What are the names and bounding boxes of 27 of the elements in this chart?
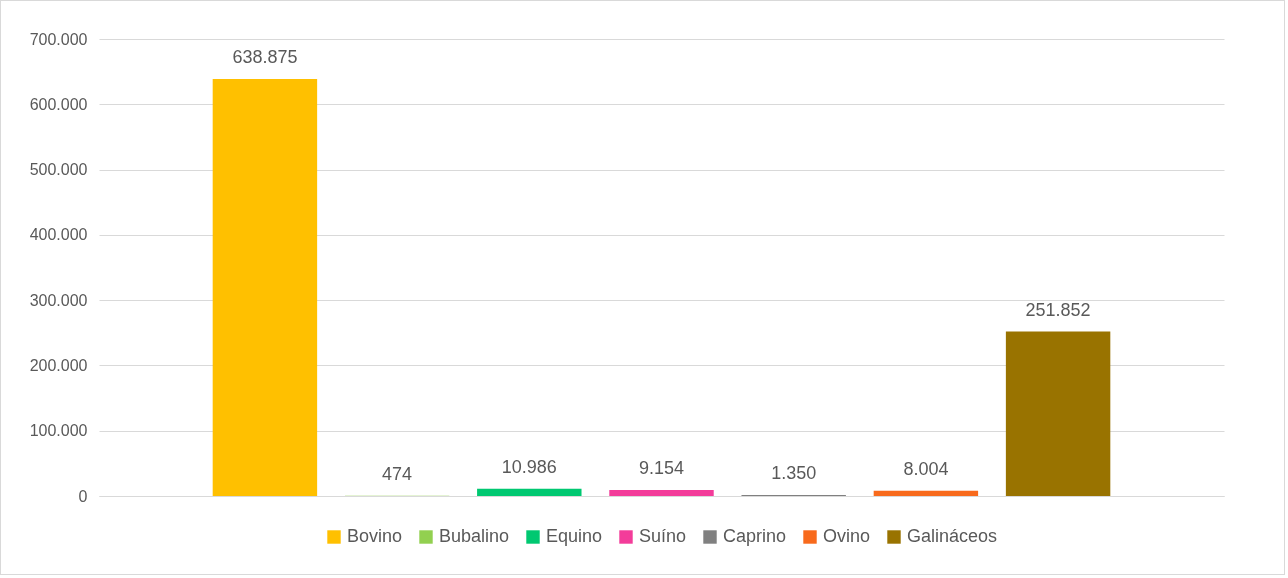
- y-tick-label: 700.000: [29, 30, 88, 48]
- legend-label: Caprino: [723, 526, 787, 546]
- data-label: 474: [382, 463, 413, 484]
- y-tick-label: 200.000: [29, 356, 88, 374]
- bar: [609, 490, 714, 496]
- bar: [873, 490, 979, 496]
- bar: [477, 488, 582, 496]
- legend-label: Suíno: [639, 526, 687, 546]
- y-tick-label: 600.000: [29, 95, 88, 113]
- y-tick-label: 0: [78, 487, 88, 505]
- data-label: 10.986: [501, 456, 557, 477]
- y-tick-label: 100.000: [29, 422, 88, 440]
- legend-label: Bubalino: [439, 526, 510, 546]
- data-label: 638.875: [232, 46, 298, 67]
- data-label: 9.154: [638, 458, 685, 479]
- legend-label: Ovino: [823, 526, 871, 546]
- legend-label: Galináceos: [907, 526, 998, 546]
- bar: [212, 78, 318, 496]
- legend-label: Equino: [546, 526, 603, 546]
- legend-label: Bovino: [347, 526, 403, 546]
- data-label: 251.852: [1025, 299, 1091, 320]
- y-tick-label: 400.000: [29, 226, 88, 244]
- y-tick-label: 500.000: [29, 161, 88, 179]
- data-label: 8.004: [903, 458, 949, 479]
- y-tick-label: 300.000: [29, 291, 88, 309]
- data-label: 1.350: [771, 463, 817, 484]
- bar: [1005, 331, 1111, 496]
